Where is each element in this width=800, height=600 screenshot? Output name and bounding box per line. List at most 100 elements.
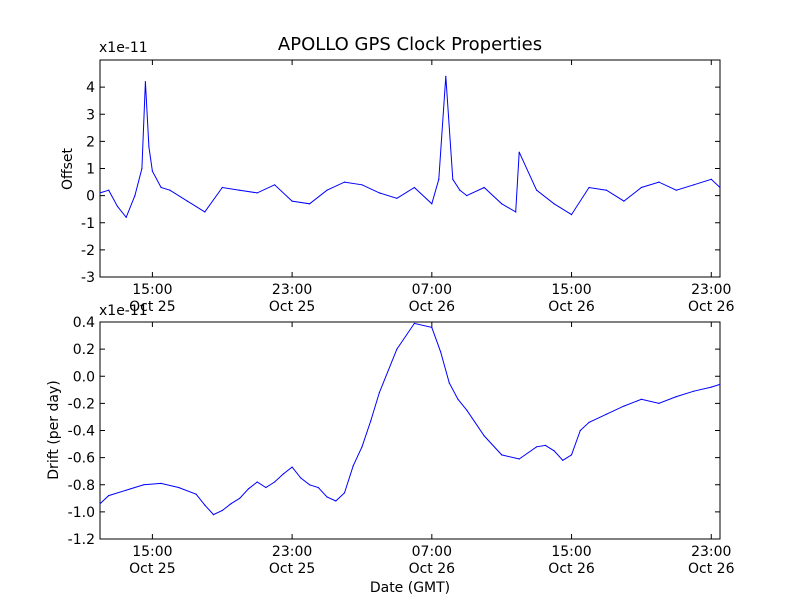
bottom-y-tick-label: -1.2 [68,532,95,548]
bottom-data-point [99,503,101,505]
top-data-point [169,189,171,191]
top-data-point [378,192,380,194]
top-data-point [134,195,136,197]
top-data-point [483,186,485,189]
top-x-tick-date: Oct 25 [129,299,175,315]
bottom-data-point [518,458,520,460]
bottom-data-point [413,322,415,324]
top-data-point [256,192,258,194]
bottom-y-tick-label: 0.0 [73,369,95,385]
bottom-data-point [623,405,625,407]
bottom-data-point [710,386,712,388]
x-axis-label: Date (GMT) [370,580,450,596]
top-data-point [413,186,415,189]
bottom-data-point [282,473,284,475]
top-data-point [658,181,660,183]
bottom-data-point [457,398,459,400]
bottom-data-point [693,390,695,392]
bottom-data-point [361,446,363,448]
top-data-point [553,203,555,205]
top-y-tick-label: 3 [86,107,95,123]
bottom-data-point [125,489,127,491]
bottom-data-point [466,409,468,411]
bottom-x-tick-date: Oct 26 [409,561,456,577]
top-data-point [125,216,127,218]
bottom-data-point [212,514,215,516]
bottom-data-point [448,382,450,384]
bottom-y-tick-label: -0.6 [68,451,95,467]
bottom-y-scale-label: x1e-11 [99,303,148,319]
bottom-data-point [300,477,302,479]
bottom-data-point [239,497,241,499]
bottom-data-point [605,413,608,415]
top-data-point [116,205,119,208]
top-data-point [693,184,695,186]
top-data-point [675,189,677,191]
top-y-scale-label: x1e-11 [99,40,148,56]
bottom-data-point [143,484,145,486]
top-y-tick-label: 2 [86,134,95,150]
top-data-point [361,184,363,186]
top-y-tick-label: 1 [86,162,95,178]
top-data-point [466,195,468,197]
bottom-data-point [396,348,398,350]
top-data-point [108,189,110,191]
bottom-data-point [335,500,337,502]
top-data-point [291,200,293,202]
bottom-data-point [274,481,276,483]
top-x-tick-time: 23:00 [691,282,731,298]
bottom-data-point [536,446,538,448]
top-x-tick-date: Oct 25 [269,299,315,315]
top-data-point [438,178,440,180]
bottom-data-point [317,486,319,489]
bottom-x-tick-time: 07:00 [412,544,452,560]
top-data-point [99,192,101,194]
top-x-tick-date: Oct 26 [409,299,456,315]
bottom-data-point [108,495,110,497]
bottom-x-tick-date: Oct 25 [129,561,175,577]
bottom-x-tick-time: 23:00 [691,544,731,560]
top-x-tick-time: 15:00 [551,282,591,298]
bottom-data-point [247,488,250,490]
top-data-point [396,197,398,199]
bottom-data-point [178,486,180,489]
bottom-plot-area: -1.2-1.0-0.8-0.6-0.4-0.20.00.20.415:00Oc… [68,315,735,577]
bottom-data-point [570,454,573,456]
bottom-y-axis-label: Drift (per day) [46,380,62,479]
bottom-x-tick-time: 15:00 [132,544,172,560]
bottom-x-tick-time: 23:00 [272,544,312,560]
top-y-axis-label: Offset [60,147,76,190]
bottom-data-point [640,398,643,400]
bottom-data-point [544,444,547,446]
bottom-y-tick-label: -1.0 [68,505,95,521]
top-x-tick-time: 23:00 [272,282,312,298]
top-data-point [605,189,608,191]
bottom-data-point [658,402,660,404]
top-data-point [144,81,146,83]
bottom-data-point [675,396,677,398]
bottom-data-point [562,459,564,461]
bottom-data-point [195,493,197,495]
top-y-tick-label: -1 [81,216,95,232]
top-y-tick-label: -2 [81,243,95,259]
bottom-data-point [588,421,590,423]
top-data-point [141,167,143,170]
bottom-data-point [343,492,346,494]
top-data-point [459,189,461,191]
top-x-tick-date: Oct 26 [688,299,735,315]
top-data-point [588,186,590,189]
bottom-data-point [265,486,267,489]
bottom-x-tick-date: Oct 25 [269,561,315,577]
top-data-point [640,186,643,189]
top-data-point [186,200,188,202]
top-data-point [570,214,573,216]
top-data-point [326,189,328,191]
top-data-point [343,181,346,183]
top-data-point [204,211,206,213]
top-data-point [623,200,625,202]
top-data-point [719,186,721,189]
top-x-tick-time: 07:00 [412,282,452,298]
bottom-y-tick-label: 0.4 [73,315,95,331]
